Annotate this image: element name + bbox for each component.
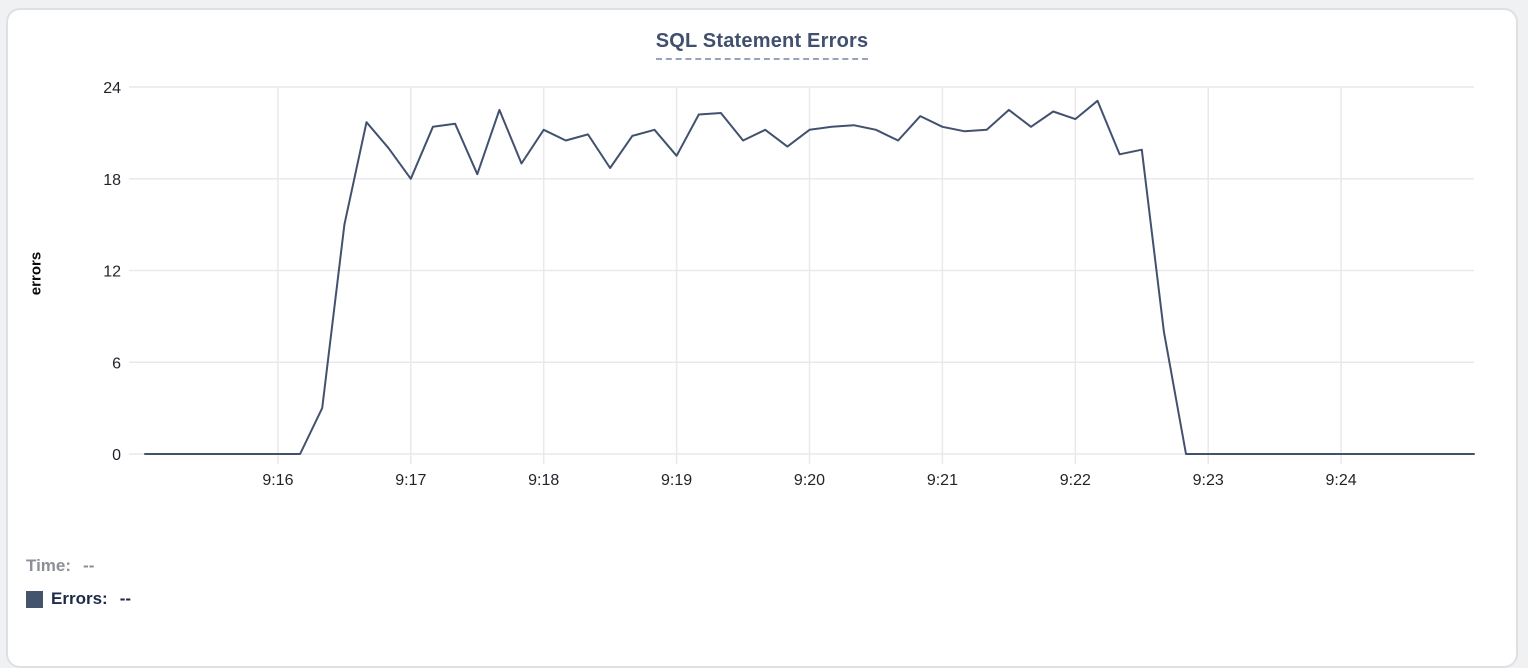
- svg-text:6: 6: [112, 355, 121, 372]
- x-axis-labels: 9:16 9:17 9:18 9:19 9:20 9:21 9:22 9:23 9:24: [262, 472, 1356, 489]
- svg-text:12: 12: [103, 264, 121, 281]
- svg-text:24: 24: [103, 80, 121, 97]
- chart-title[interactable]: SQL Statement Errors: [655, 30, 869, 60]
- grid: [129, 86, 1474, 464]
- svg-text:9:23: 9:23: [1193, 472, 1224, 489]
- svg-text:9:24: 9:24: [1326, 472, 1357, 489]
- svg-text:9:16: 9:16: [262, 472, 293, 489]
- errors-value: --: [119, 589, 132, 608]
- errors-series-swatch-icon: [26, 590, 43, 608]
- svg-text:0: 0: [112, 447, 121, 464]
- errors-line-chart[interactable]: 0 6 12 18 24 9:16 9:17 9:18 9:19 9:20 9:21 9:22 9:23…: [8, 54, 1520, 504]
- legend-row-time: Time: --: [26, 555, 131, 577]
- y-axis-labels: 0 6 12 18 24: [103, 80, 121, 464]
- svg-text:9:21: 9:21: [927, 472, 958, 489]
- svg-text:9:22: 9:22: [1060, 472, 1091, 489]
- svg-text:9:19: 9:19: [661, 472, 692, 489]
- errors-label: Errors:: [51, 589, 108, 608]
- hover-legend: Time: -- Errors: --: [26, 555, 131, 621]
- svg-text:9:17: 9:17: [395, 472, 426, 489]
- time-label: Time:: [26, 556, 72, 575]
- svg-text:18: 18: [103, 172, 121, 189]
- svg-text:9:20: 9:20: [794, 472, 825, 489]
- chart-card: SQL Statement Errors errors 0 6 12 18 24 9:16…: [6, 8, 1518, 668]
- legend-row-errors: Errors: --: [26, 588, 131, 610]
- series-line-errors: [144, 99, 1475, 455]
- time-value: --: [83, 556, 95, 575]
- svg-text:9:18: 9:18: [528, 472, 559, 489]
- chart-title-wrap: SQL Statement Errors: [8, 30, 1516, 60]
